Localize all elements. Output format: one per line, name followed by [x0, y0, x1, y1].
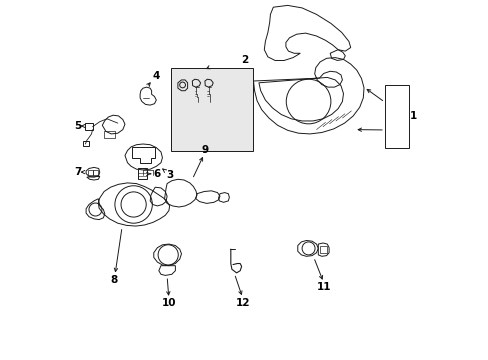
Text: 11: 11	[316, 282, 330, 292]
Text: 1: 1	[409, 111, 416, 121]
Text: 7: 7	[74, 167, 81, 177]
Bar	[85, 123, 93, 130]
Text: 12: 12	[235, 298, 249, 308]
Bar	[138, 168, 147, 179]
Bar	[83, 141, 89, 146]
Bar	[170, 68, 253, 151]
Text: 9: 9	[201, 145, 208, 156]
Bar	[384, 85, 408, 148]
Bar	[320, 246, 326, 253]
Text: 4: 4	[152, 71, 160, 81]
Bar	[104, 131, 115, 138]
Bar	[87, 170, 92, 175]
Bar	[93, 170, 98, 175]
Text: 6: 6	[153, 169, 161, 179]
Text: 8: 8	[110, 275, 118, 285]
Text: 10: 10	[162, 298, 176, 308]
Text: 3: 3	[165, 170, 173, 180]
Text: 2: 2	[241, 55, 247, 66]
Text: 5: 5	[74, 121, 81, 131]
